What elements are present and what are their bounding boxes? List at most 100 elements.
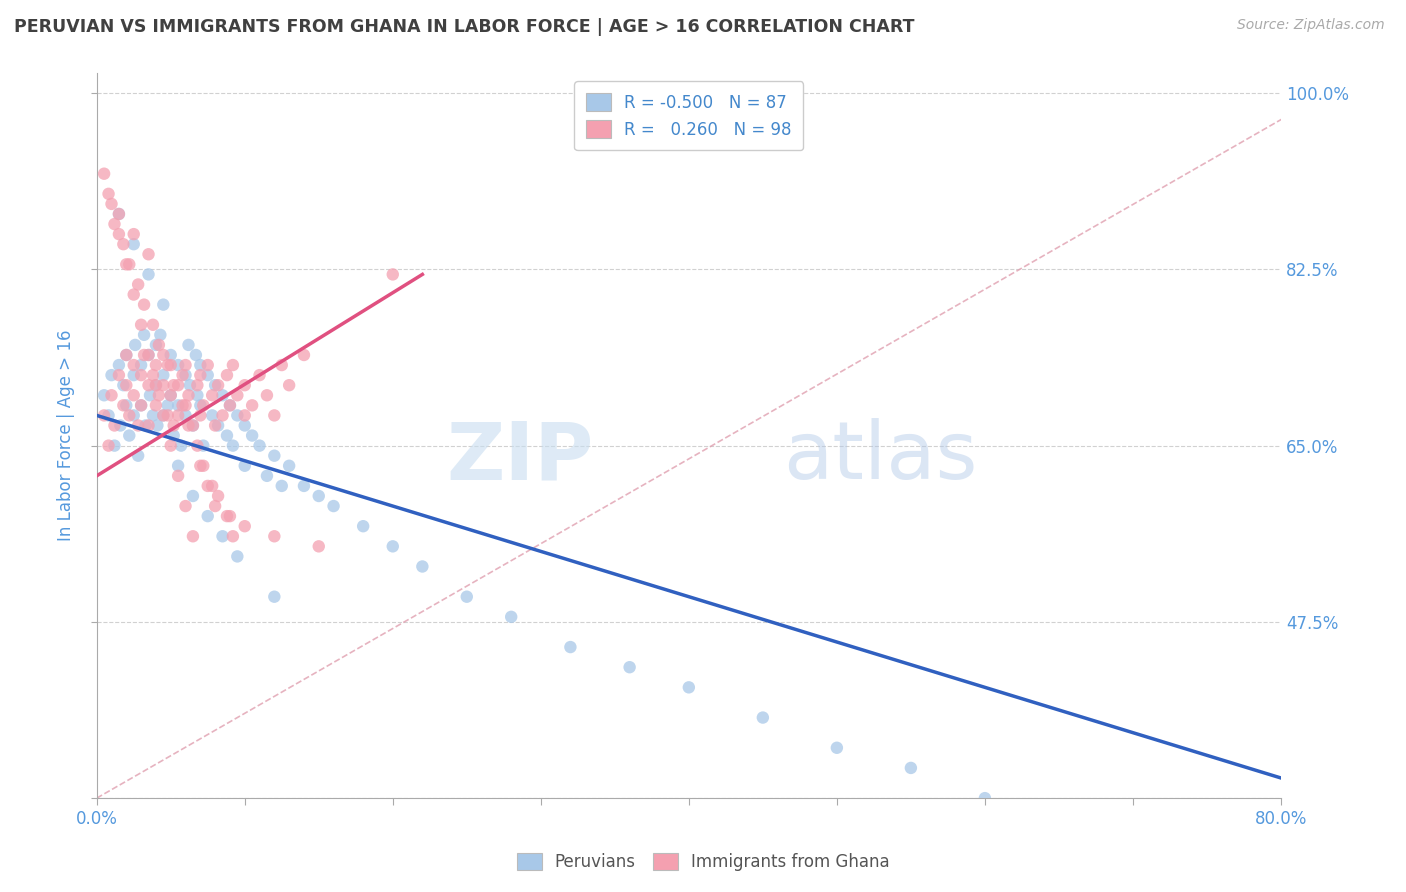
Point (127, 277, 149, 292)
Point (142, 368, 165, 383)
Point (97, 186, 120, 201)
Point (115, 378, 138, 392)
Point (122, 368, 145, 383)
Point (138, 348, 160, 362)
Point (108, 368, 131, 383)
Point (145, 358, 167, 372)
Point (93, 388, 115, 402)
Point (110, 418, 132, 433)
Point (159, 388, 181, 402)
Point (132, 298, 155, 312)
Text: Source: ZipAtlas.com: Source: ZipAtlas.com (1237, 18, 1385, 32)
Point (188, 458, 211, 473)
Point (174, 398, 197, 412)
Point (240, 428, 263, 442)
Point (167, 458, 190, 473)
Point (186, 439, 208, 453)
Point (156, 398, 179, 412)
Point (152, 298, 174, 312)
Point (207, 378, 229, 392)
Point (152, 409, 174, 423)
Point (174, 499, 197, 513)
Point (249, 368, 271, 383)
Point (108, 207, 131, 221)
Point (138, 348, 160, 362)
Point (211, 529, 233, 543)
Point (167, 398, 190, 412)
Point (263, 409, 285, 423)
Point (207, 489, 229, 503)
Point (163, 418, 186, 433)
Point (197, 479, 219, 493)
Point (263, 590, 285, 604)
Point (179, 378, 201, 392)
Point (100, 368, 122, 383)
Point (115, 348, 138, 362)
Point (174, 368, 197, 383)
Point (215, 428, 238, 442)
Point (118, 409, 141, 423)
Point (211, 388, 233, 402)
Point (215, 509, 238, 524)
Point (112, 378, 135, 392)
Point (219, 509, 242, 524)
Point (112, 398, 135, 412)
Text: PERUVIAN VS IMMIGRANTS FROM GHANA IN LABOR FORCE | AGE > 16 CORRELATION CHART: PERUVIAN VS IMMIGRANTS FROM GHANA IN LAB… (14, 18, 914, 36)
Point (138, 378, 160, 392)
Y-axis label: In Labor Force | Age > 16: In Labor Force | Age > 16 (58, 330, 75, 541)
Point (108, 358, 131, 372)
Point (825, 740, 848, 755)
Point (188, 358, 211, 372)
Point (233, 458, 256, 473)
Point (186, 388, 208, 402)
Point (278, 378, 301, 392)
Point (172, 368, 194, 383)
Point (167, 409, 190, 423)
Point (292, 348, 315, 362)
Point (174, 358, 197, 372)
Point (177, 388, 200, 402)
Point (156, 358, 179, 372)
Point (233, 409, 256, 423)
Point (219, 398, 242, 412)
Point (146, 418, 169, 433)
Point (188, 368, 211, 383)
Point (152, 378, 174, 392)
Text: ZIP: ZIP (447, 418, 595, 496)
Point (97, 409, 120, 423)
Point (112, 237, 135, 252)
Point (93, 409, 115, 423)
Point (97, 439, 120, 453)
Point (167, 468, 190, 483)
Point (100, 388, 122, 402)
Point (163, 378, 186, 392)
Point (103, 418, 125, 433)
Point (159, 439, 181, 453)
Point (159, 388, 181, 402)
Point (322, 499, 344, 513)
Point (256, 468, 278, 483)
Point (129, 318, 152, 332)
Legend: R = -0.500   N = 87, R =   0.260   N = 98: R = -0.500 N = 87, R = 0.260 N = 98 (574, 81, 803, 151)
Point (752, 710, 775, 724)
Point (201, 479, 224, 493)
Point (352, 519, 374, 533)
Point (149, 327, 172, 342)
Point (145, 338, 167, 352)
Point (226, 388, 249, 402)
Point (560, 640, 582, 654)
Point (900, 761, 922, 775)
Point (181, 489, 204, 503)
Point (973, 791, 995, 805)
Point (100, 197, 122, 211)
Point (129, 398, 152, 412)
Point (122, 358, 145, 372)
Point (152, 409, 174, 423)
Point (501, 610, 523, 624)
Point (108, 227, 131, 241)
Point (292, 479, 315, 493)
Point (142, 318, 165, 332)
Point (122, 409, 145, 423)
Point (170, 439, 193, 453)
Point (211, 409, 233, 423)
